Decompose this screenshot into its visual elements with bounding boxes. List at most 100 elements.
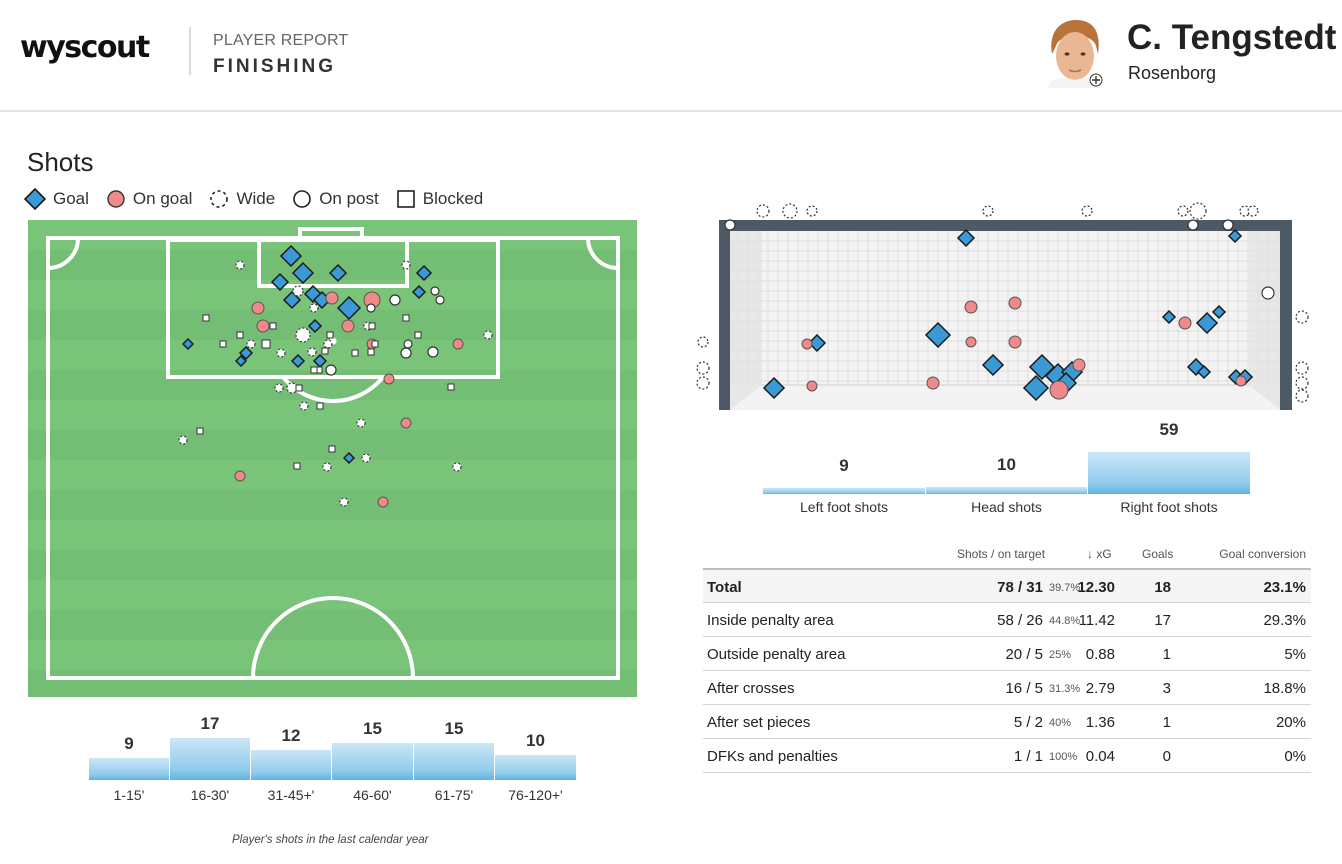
wide-shot-marker[interactable] bbox=[806, 205, 818, 217]
on-goal-shot-marker[interactable] bbox=[341, 319, 355, 333]
time-bar[interactable]: 9 bbox=[89, 712, 169, 780]
blocked-shot-marker[interactable] bbox=[402, 314, 410, 322]
on-goal-shot-marker[interactable] bbox=[1235, 375, 1247, 387]
wide-shot-marker[interactable] bbox=[1295, 389, 1309, 403]
wide-shot-marker[interactable] bbox=[401, 260, 411, 270]
on-post-shot-marker[interactable] bbox=[724, 219, 736, 231]
goal-shot-marker[interactable] bbox=[181, 337, 195, 351]
on-goal-shot-marker[interactable] bbox=[1049, 380, 1069, 400]
goal-shot-marker[interactable] bbox=[270, 272, 290, 292]
time-bar[interactable]: 12 bbox=[251, 712, 331, 780]
blocked-shot-marker[interactable] bbox=[371, 340, 379, 348]
on-post-shot-marker[interactable] bbox=[430, 286, 440, 296]
on-post-shot-marker[interactable] bbox=[1222, 219, 1234, 231]
goal-shot-marker[interactable] bbox=[336, 295, 362, 321]
blocked-shot-marker[interactable] bbox=[316, 402, 324, 410]
wide-shot-marker[interactable] bbox=[1189, 202, 1207, 220]
wide-shot-marker[interactable] bbox=[276, 348, 286, 358]
on-post-shot-marker[interactable] bbox=[1261, 286, 1275, 300]
wide-shot-marker[interactable] bbox=[1295, 310, 1309, 324]
on-post-shot-marker[interactable] bbox=[435, 295, 445, 305]
wide-shot-marker[interactable] bbox=[982, 205, 994, 217]
blocked-shot-marker[interactable] bbox=[447, 383, 455, 391]
wide-shot-marker[interactable] bbox=[235, 260, 245, 270]
on-post-shot-marker[interactable] bbox=[366, 303, 376, 313]
goal-shot-marker[interactable] bbox=[328, 263, 348, 283]
table-row[interactable]: Total 78 / 31 39.7% 12.30 18 23.1% bbox=[703, 568, 1311, 602]
goal-shot-marker[interactable] bbox=[307, 318, 323, 334]
table-row[interactable]: DFKs and penalties 1 / 1 100% 0.04 0 0% bbox=[703, 738, 1311, 772]
goal-shot-marker[interactable] bbox=[411, 284, 427, 300]
body-bar-left-foot[interactable]: 9 bbox=[763, 420, 925, 494]
wide-shot-marker[interactable] bbox=[178, 435, 188, 445]
wide-shot-marker[interactable] bbox=[295, 327, 311, 343]
goal-shot-marker[interactable] bbox=[807, 333, 827, 353]
goal-shot-marker[interactable] bbox=[981, 353, 1005, 377]
on-goal-shot-marker[interactable] bbox=[383, 373, 395, 385]
wide-shot-marker[interactable] bbox=[246, 339, 256, 349]
blocked-shot-marker[interactable] bbox=[236, 331, 244, 339]
wide-shot-marker[interactable] bbox=[452, 462, 462, 472]
on-post-shot-marker[interactable] bbox=[389, 294, 401, 306]
blocked-shot-marker[interactable] bbox=[202, 314, 210, 322]
goal-shot-marker[interactable] bbox=[1227, 228, 1243, 244]
goal-shot-marker[interactable] bbox=[290, 353, 306, 369]
on-goal-shot-marker[interactable] bbox=[801, 338, 813, 350]
goal-shot-marker[interactable] bbox=[956, 228, 976, 248]
goal-shot-marker[interactable] bbox=[415, 264, 433, 282]
table-row[interactable]: After set pieces 5 / 2 40% 1.36 1 20% bbox=[703, 704, 1311, 738]
wide-shot-marker[interactable] bbox=[274, 383, 284, 393]
blocked-shot-marker[interactable] bbox=[351, 349, 359, 357]
blocked-shot-marker[interactable] bbox=[328, 445, 336, 453]
goal-mouth-map[interactable] bbox=[693, 200, 1315, 425]
wide-shot-marker[interactable] bbox=[299, 401, 309, 411]
goal-shot-marker[interactable] bbox=[234, 354, 248, 368]
blocked-shot-marker[interactable] bbox=[269, 322, 277, 330]
on-goal-shot-marker[interactable] bbox=[1008, 296, 1022, 310]
on-goal-shot-marker[interactable] bbox=[377, 496, 389, 508]
goal-shot-marker[interactable] bbox=[291, 261, 315, 285]
goal-shot-marker[interactable] bbox=[1195, 311, 1219, 335]
on-goal-shot-marker[interactable] bbox=[806, 380, 818, 392]
goal-shot-marker[interactable] bbox=[1161, 309, 1177, 325]
wide-shot-marker[interactable] bbox=[782, 203, 798, 219]
on-goal-shot-marker[interactable] bbox=[926, 376, 940, 390]
on-goal-shot-marker[interactable] bbox=[325, 291, 339, 305]
on-goal-shot-marker[interactable] bbox=[1072, 358, 1086, 372]
wide-shot-marker[interactable] bbox=[309, 303, 319, 313]
on-post-shot-marker[interactable] bbox=[400, 347, 412, 359]
on-post-shot-marker[interactable] bbox=[1187, 219, 1199, 231]
goal-shot-marker[interactable] bbox=[1022, 374, 1050, 402]
on-post-shot-marker[interactable] bbox=[325, 364, 337, 376]
blocked-shot-marker[interactable] bbox=[367, 348, 375, 356]
blocked-shot-marker[interactable] bbox=[368, 322, 376, 330]
on-goal-shot-marker[interactable] bbox=[965, 336, 977, 348]
wide-shot-marker[interactable] bbox=[307, 347, 317, 357]
wide-shot-marker[interactable] bbox=[361, 453, 371, 463]
wide-shot-marker[interactable] bbox=[323, 339, 333, 349]
on-goal-shot-marker[interactable] bbox=[400, 417, 412, 429]
wide-shot-marker[interactable] bbox=[356, 418, 366, 428]
goal-shot-marker[interactable] bbox=[279, 244, 303, 268]
pitch-shot-map[interactable] bbox=[28, 220, 637, 697]
goal-shot-marker[interactable] bbox=[1196, 364, 1212, 380]
wide-shot-marker[interactable] bbox=[1177, 205, 1189, 217]
on-goal-shot-marker[interactable] bbox=[234, 470, 246, 482]
header-shots[interactable]: Shots / on target bbox=[957, 547, 1046, 561]
body-bar-right-foot[interactable]: 59 bbox=[1088, 420, 1250, 494]
table-row[interactable]: Outside penalty area 20 / 5 25% 0.88 1 5… bbox=[703, 636, 1311, 670]
on-goal-shot-marker[interactable] bbox=[256, 319, 270, 333]
wide-shot-marker[interactable] bbox=[1081, 205, 1093, 217]
wide-shot-marker[interactable] bbox=[292, 285, 304, 297]
goal-shot-marker[interactable] bbox=[1211, 304, 1227, 320]
player-club[interactable]: Rosenborg bbox=[1128, 63, 1217, 83]
on-post-shot-marker[interactable] bbox=[427, 346, 439, 358]
table-row[interactable]: After crosses 16 / 5 31.3% 2.79 3 18.8% bbox=[703, 670, 1311, 704]
body-bar-head[interactable]: 10 bbox=[926, 420, 1087, 494]
blocked-shot-marker[interactable] bbox=[219, 340, 227, 348]
wide-shot-marker[interactable] bbox=[483, 330, 493, 340]
on-post-shot-marker[interactable] bbox=[403, 339, 413, 349]
wide-shot-marker[interactable] bbox=[322, 462, 332, 472]
wide-shot-marker[interactable] bbox=[1295, 361, 1309, 375]
blocked-shot-marker[interactable] bbox=[196, 427, 204, 435]
